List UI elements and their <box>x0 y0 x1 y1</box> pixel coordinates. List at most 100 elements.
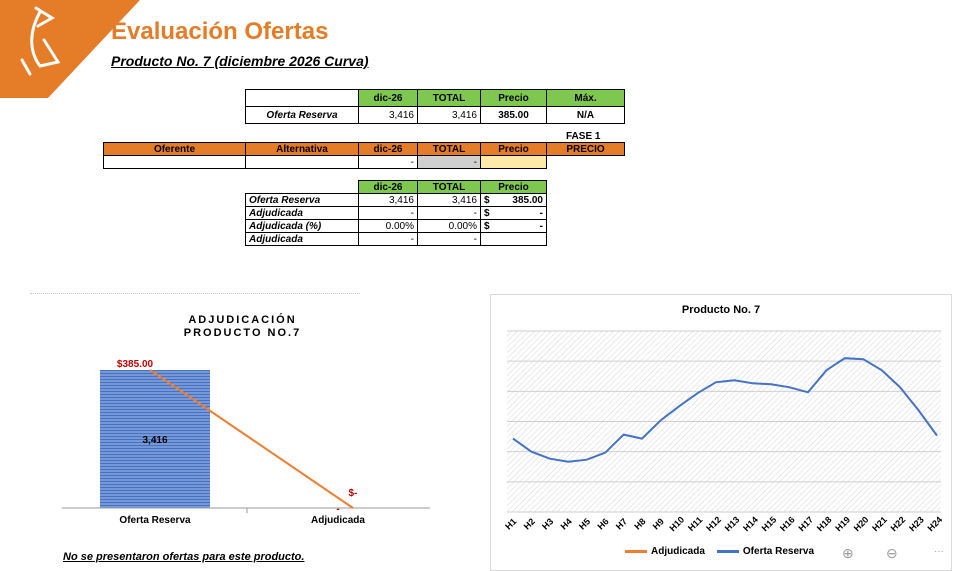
legend-item-adjudicada: Adjudicada <box>625 546 705 557</box>
col-header-dic: dic-26 <box>358 142 418 156</box>
row-label: Adjudicada <box>245 232 359 246</box>
col-header-alternativa: Alternativa <box>245 142 359 156</box>
x-tick-label: H19 <box>833 515 852 534</box>
cell-oferente[interactable] <box>103 155 246 169</box>
phase-label: FASE 1 <box>566 131 601 142</box>
bar-chart-title: ADJUDICACIÓN PRODUCTO NO.7 <box>130 314 355 340</box>
x-tick-label: H14 <box>741 515 760 534</box>
x-tick-label: H7 <box>614 516 629 531</box>
page-title: Evaluación Ofertas <box>111 18 329 45</box>
x-tick-label: H12 <box>704 515 723 534</box>
cell-total[interactable]: - <box>417 232 481 246</box>
legend-swatch <box>716 550 739 553</box>
cell-dic[interactable]: 0.00% <box>358 219 418 233</box>
legend-swatch <box>625 550 647 553</box>
x-tick-label: H22 <box>889 515 908 534</box>
zoom-in-icon[interactable]: ⊕ <box>842 545 854 561</box>
divider <box>30 293 360 294</box>
bar-value-label: 3,416 <box>142 435 167 446</box>
offers-table: Oferente Alternativa dic-26 TOTAL Precio… <box>103 142 625 169</box>
cell-total[interactable]: - <box>417 206 481 220</box>
price-label: $385.00 <box>117 359 154 370</box>
x-tick-label: H21 <box>870 515 889 534</box>
col-header-dic: dic-26 <box>358 89 418 107</box>
x-tick-label: H17 <box>796 515 815 534</box>
x-tick-label: H8 <box>632 516 647 531</box>
x-tick-label: H24 <box>926 515 945 534</box>
more-options-icon[interactable]: ··· <box>934 546 944 557</box>
cell-precio[interactable]: - <box>492 219 547 233</box>
bar-chart-title-line2: PRODUCTO NO.7 <box>183 327 302 339</box>
col-header-total: TOTAL <box>417 142 481 156</box>
x-tick-label: H13 <box>723 515 742 534</box>
cell-total[interactable]: 3,416 <box>417 193 481 207</box>
cell-currency <box>479 232 493 246</box>
cell-precio[interactable]: 385.00 <box>492 193 547 207</box>
cell-dic[interactable]: - <box>358 206 418 220</box>
x-tick-label: H2 <box>522 516 537 531</box>
x-tick-label: H1 <box>503 516 518 531</box>
summary-table: dic-26 TOTAL Precio Oferta Reserva 3,416… <box>245 180 547 246</box>
cell-max[interactable]: N/A <box>546 106 625 124</box>
x-tick-label: H23 <box>907 515 926 534</box>
col-header-dic: dic-26 <box>358 180 418 194</box>
cell-dic[interactable]: 3,416 <box>358 193 418 207</box>
zoom-out-icon[interactable]: ⊖ <box>886 545 898 561</box>
price-line <box>149 369 354 509</box>
series-line-oferta-reserva <box>512 357 938 463</box>
legend-item-oferta-reserva: Oferta Reserva <box>716 546 815 557</box>
table-row: Adjudicada - - <box>245 232 547 246</box>
x-tick-label: H16 <box>778 515 797 534</box>
x-tick-label: H18 <box>815 515 834 534</box>
no-offers-note: No se presentaron ofertas para este prod… <box>63 551 305 563</box>
x-tick-label: H4 <box>559 516 574 531</box>
row-label: Adjudicada <box>245 206 359 220</box>
legend-label: Oferta Reserva <box>742 546 815 557</box>
row-label: Adjudicada (%) <box>245 219 359 233</box>
line-chart-title: Producto No. 7 <box>681 304 761 316</box>
col-header-precio: Precio <box>480 180 547 194</box>
cell-dic[interactable]: - <box>358 232 418 246</box>
legend-label: Adjudicada <box>651 546 705 557</box>
row-label: Oferta Reserva <box>245 106 359 124</box>
bar-value-label: - <box>336 504 339 515</box>
col-header-total: TOTAL <box>417 180 481 194</box>
cell-alternativa[interactable] <box>245 155 359 169</box>
col-header-precio-upper: PRECIO <box>546 142 625 156</box>
reserve-offer-table: dic-26 TOTAL Precio Máx. Oferta Reserva … <box>245 89 625 124</box>
cell-currency: $ <box>479 206 493 220</box>
x-tick-label: H11 <box>686 515 704 533</box>
cell-total[interactable]: - <box>417 155 481 169</box>
cell-currency: $ <box>479 193 493 207</box>
row-label: Oferta Reserva <box>245 193 359 207</box>
company-logo <box>0 0 140 98</box>
line-chart-panel: H1 H2 H3 H4 H5 H6 H7 H8 H9 H10 H11 H12 H13 H14 H15 H16 H… <box>490 294 952 571</box>
category-label: Adjudicada <box>311 515 365 526</box>
x-tick-label: H6 <box>595 516 610 531</box>
chart-legend: Adjudicada Oferta Reserva <box>625 546 826 557</box>
x-tick-label: H10 <box>667 515 686 534</box>
cell-precio[interactable]: - <box>492 206 547 220</box>
cell-precio[interactable] <box>492 232 547 246</box>
cell-precio-upper <box>547 156 625 169</box>
category-label: Oferta Reserva <box>119 515 191 526</box>
x-tick-label: H9 <box>651 516 666 531</box>
x-tick-label: H5 <box>577 516 592 531</box>
x-tick-label: H3 <box>540 516 555 531</box>
cell-precio[interactable] <box>480 155 547 169</box>
cell-total[interactable]: 0.00% <box>417 219 481 233</box>
table-row: Adjudicada - - $ - <box>245 206 547 220</box>
cell-dic[interactable]: 3,416 <box>358 106 418 124</box>
table-row: Adjudicada (%) 0.00% 0.00% $ - <box>245 219 547 233</box>
bar-chart: 3,416 Oferta Reserva -Adjudicada $385.00 $- <box>62 359 430 526</box>
cell-dic[interactable]: - <box>358 155 418 169</box>
cell-precio[interactable]: 385.00 <box>480 106 547 124</box>
cell-total[interactable]: 3,416 <box>417 106 481 124</box>
price-label: $- <box>349 488 358 499</box>
col-header-max: Máx. <box>546 89 625 107</box>
x-tick-label: H15 <box>760 515 779 534</box>
table-row: Oferta Reserva 3,416 3,416 $ 385.00 <box>245 193 547 207</box>
page-subtitle: Producto No. 7 (diciembre 2026 Curva) <box>111 53 369 69</box>
cell-currency: $ <box>479 219 493 233</box>
col-header-oferente: Oferente <box>103 142 246 156</box>
